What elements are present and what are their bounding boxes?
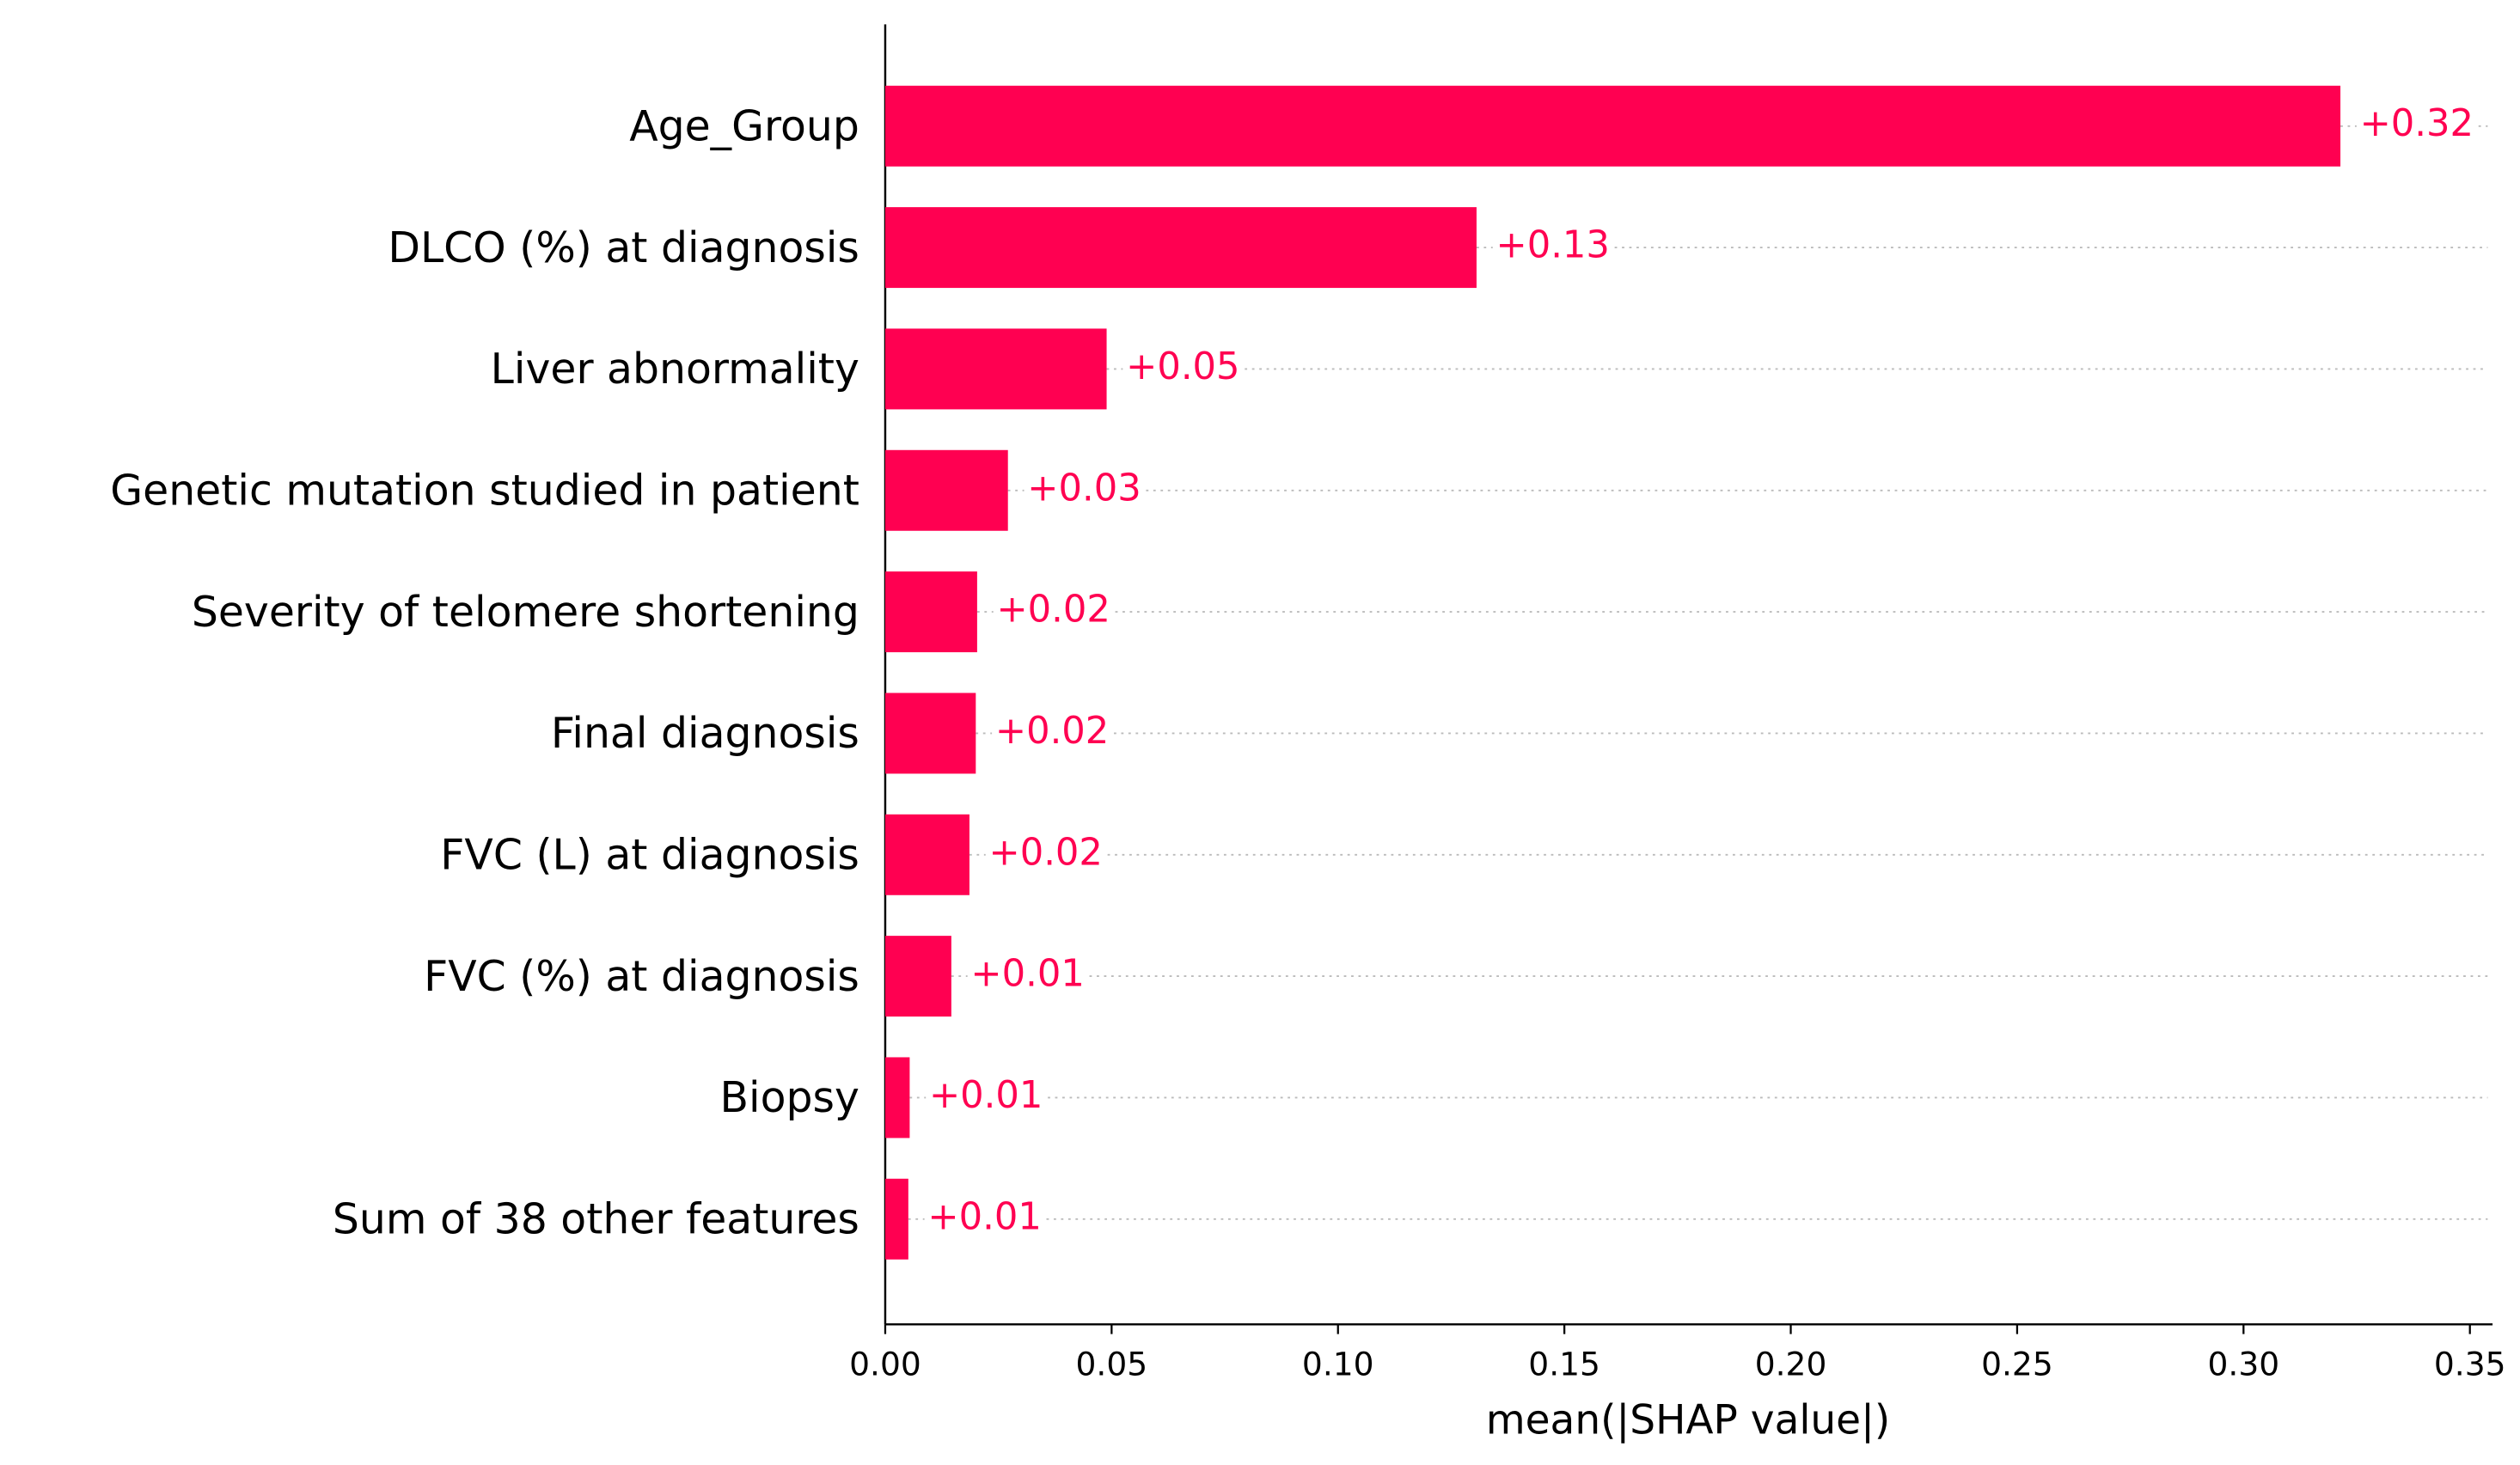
bar — [884, 936, 951, 1017]
y-tick-label: Severity of telomere shortening — [192, 588, 859, 637]
x-tick-label: 0.05 — [1076, 1346, 1148, 1383]
value-label-bg — [967, 952, 1088, 996]
value-label-bg — [992, 709, 1113, 753]
y-tick-label: Genetic mutation studied in patient — [110, 467, 859, 516]
y-tick-label: Final diagnosis — [551, 709, 859, 758]
value-label-bg — [1122, 345, 1244, 388]
value-label-bg — [1024, 467, 1145, 510]
y-tick-label: Age_Group — [629, 102, 859, 151]
bar — [884, 571, 977, 653]
value-label-bg — [985, 831, 1106, 875]
value-label-bg — [924, 1195, 1045, 1239]
bar — [884, 814, 969, 895]
x-tick-label: 0.30 — [2207, 1346, 2279, 1383]
x-tick-label: 0.15 — [1528, 1346, 1600, 1383]
y-tick-label: Biopsy — [720, 1073, 859, 1122]
value-label: +0.02 — [988, 831, 1102, 874]
value-label: +0.32 — [2360, 102, 2474, 145]
y-tick-label: Liver abnormality — [491, 345, 859, 394]
x-tick-label: 0.10 — [1302, 1346, 1374, 1383]
bar — [884, 693, 976, 774]
y-tick-label: Sum of 38 other features — [333, 1195, 859, 1244]
y-tick-label: FVC (L) at diagnosis — [440, 831, 859, 880]
bar — [884, 328, 1107, 410]
x-tick-label: 0.00 — [849, 1346, 921, 1383]
value-label: +0.01 — [929, 1074, 1043, 1117]
value-label-bg — [2356, 102, 2477, 146]
y-tick-label: FVC (%) at diagnosis — [424, 952, 859, 1001]
value-label-bg — [1492, 223, 1613, 267]
value-label: +0.03 — [1027, 467, 1141, 510]
bar — [884, 1178, 908, 1260]
x-axis-label: mean(|SHAP value|) — [1486, 1396, 1890, 1444]
bar — [884, 449, 1008, 531]
value-label-bg — [926, 1073, 1047, 1117]
x-tick-label: 0.20 — [1755, 1346, 1827, 1383]
x-tick-label: 0.25 — [1981, 1346, 2053, 1383]
value-label: +0.01 — [970, 953, 1084, 996]
value-label: +0.13 — [1495, 224, 1609, 267]
value-label: +0.01 — [927, 1195, 1041, 1238]
value-label: +0.02 — [995, 710, 1109, 753]
x-tick-label: 0.35 — [2434, 1346, 2506, 1383]
y-tick-label: DLCO (%) at diagnosis — [388, 223, 859, 272]
bar — [884, 85, 2341, 167]
value-label-bg — [993, 588, 1114, 632]
value-label: +0.02 — [996, 589, 1110, 632]
bar — [884, 207, 1477, 289]
value-label: +0.05 — [1126, 345, 1239, 388]
bar — [884, 1057, 910, 1138]
